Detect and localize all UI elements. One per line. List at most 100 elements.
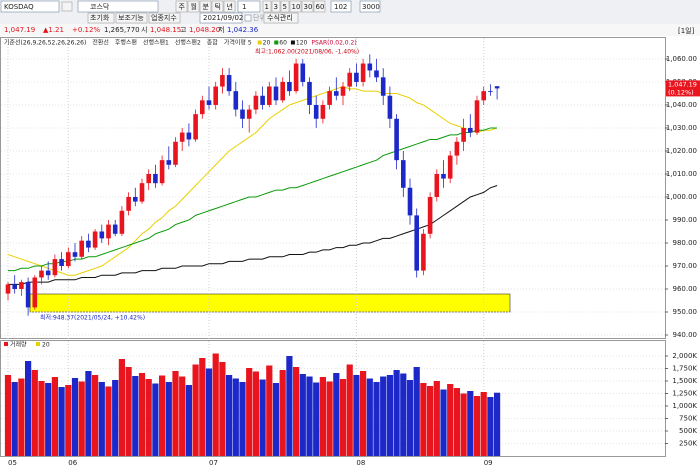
volume-bar: [199, 358, 206, 456]
volume-bar: [92, 375, 99, 456]
period-btn[interactable]: [187, 0, 200, 13]
volume-bar: [313, 382, 320, 456]
y-tick-label: 1,000K: [672, 402, 697, 410]
volume-bar: [487, 397, 494, 456]
minute-btn[interactable]: [301, 0, 314, 13]
volume-bar: [393, 370, 400, 456]
minute: 3: [274, 3, 278, 11]
y-tick-label: 1,250K: [672, 390, 697, 398]
volume-bar: [427, 386, 434, 456]
open-label: 시: [141, 26, 147, 34]
low-label: 저: [218, 25, 224, 34]
legend-swatch: [4, 342, 8, 346]
candle-body: [246, 109, 252, 119]
candle-body: [179, 132, 185, 142]
volume-bar: [433, 381, 440, 456]
candle-body: [421, 233, 426, 271]
candle-body: [414, 215, 419, 271]
volume-bar: [346, 364, 353, 456]
change: ▲1.21: [43, 26, 64, 34]
count-input[interactable]: [330, 0, 352, 13]
volume-bar: [319, 377, 326, 456]
y-tick-label: 1,010.00: [666, 170, 697, 178]
max-input[interactable]: [359, 0, 381, 13]
date-input[interactable]: [199, 12, 243, 24]
legend-item: 전환선: [92, 39, 109, 47]
candle-body: [468, 127, 473, 133]
volume-bar: [366, 378, 373, 456]
candle-body: [112, 224, 118, 234]
candle-body: [494, 86, 500, 89]
minute-btn[interactable]: [289, 0, 302, 13]
candle-body: [293, 63, 299, 92]
volume-bar: [272, 383, 280, 456]
volume-bar: [125, 367, 132, 456]
candle-body: [334, 91, 339, 96]
minute-btn[interactable]: [262, 0, 272, 13]
legend-swatch: [36, 342, 40, 346]
candle-body: [200, 100, 205, 115]
candle-body: [139, 183, 145, 202]
minute-btn[interactable]: [271, 0, 281, 13]
toolbar-btn[interactable]: [115, 12, 148, 24]
candle-body: [267, 86, 272, 105]
candle-body: [66, 252, 71, 266]
minute: 10: [292, 3, 301, 11]
legend-item: PSAR(0.02,0.2): [311, 40, 356, 47]
y-tick-label: 980.00: [673, 239, 698, 247]
toolbar-btn[interactable]: [87, 12, 115, 24]
price: 1,047.19: [4, 26, 35, 34]
candle-body: [374, 70, 379, 78]
period-btn[interactable]: [175, 0, 188, 13]
volume-bar: [246, 368, 253, 456]
volume-bar: [118, 359, 125, 456]
volume-bar: [45, 383, 52, 456]
y-tick-label: 960.00: [673, 285, 698, 293]
candle-body: [5, 284, 11, 294]
candle-body: [273, 86, 279, 101]
volume-bar: [467, 391, 474, 456]
name: 코스닥: [90, 2, 110, 11]
minute-btn[interactable]: [313, 0, 326, 13]
candle-body: [59, 259, 64, 266]
volume-bar: [58, 387, 65, 456]
period-btn[interactable]: [199, 0, 212, 13]
volume-bar: [299, 374, 306, 456]
candle-body: [186, 132, 192, 140]
candle-body: [233, 91, 239, 110]
period: 분: [203, 3, 210, 11]
unit-check[interactable]: [244, 14, 252, 22]
search-icon[interactable]: [61, 1, 73, 12]
legend-item: 선행스팬1: [143, 39, 169, 47]
y-tick-label: 950.00: [673, 308, 698, 316]
volume-bar: [293, 367, 300, 456]
candle-body: [253, 95, 259, 110]
volume-bar: [138, 373, 146, 456]
volume-bar: [286, 356, 293, 456]
low: 1,042.36: [227, 26, 259, 34]
info-bg: [0, 24, 700, 36]
volume-bar: [447, 384, 454, 456]
candle-body: [99, 231, 105, 239]
period-btn[interactable]: [211, 0, 224, 13]
period-btn[interactable]: [223, 0, 236, 13]
high: 1,048.20: [189, 26, 220, 34]
code-input[interactable]: [0, 0, 60, 13]
toolbar-btn-label: 초기화: [90, 13, 110, 22]
legend-swatch: [290, 40, 295, 45]
formula-btn[interactable]: [263, 12, 299, 24]
annotation-low: 최저:948.37(2021/05/24, +10.42%): [40, 314, 145, 322]
minute-btn[interactable]: [280, 0, 290, 13]
y-tick-label: 990.00: [673, 216, 698, 224]
toolbar-btn[interactable]: [148, 12, 181, 24]
candle-body: [327, 91, 332, 105]
volume-bar: [192, 364, 199, 456]
x-tick-label: 06: [68, 459, 77, 467]
candle-body: [39, 270, 44, 278]
y-tick-label: 1,020.00: [666, 147, 697, 155]
unit-select[interactable]: [237, 0, 261, 13]
y-tick-label: 1,000.00: [666, 193, 697, 201]
volume-bar: [71, 378, 79, 456]
candle-body: [347, 72, 352, 87]
candle-body: [92, 231, 98, 248]
